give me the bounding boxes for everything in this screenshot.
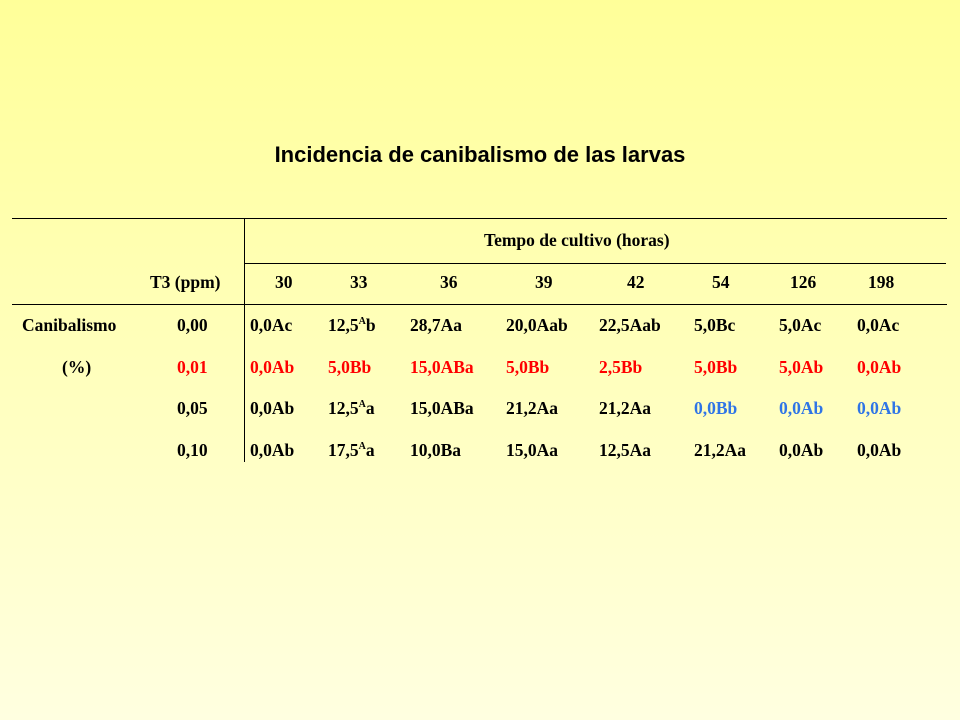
column-divider	[244, 218, 245, 462]
table-cell: 5,0Ac	[779, 315, 822, 335]
column-header-54: 54	[712, 272, 730, 292]
table-cell: 21,2Aa	[506, 398, 559, 418]
table-cell: 0,0Ac	[857, 315, 900, 335]
table-cell: 0,0Ab	[857, 440, 902, 460]
table-cell: 28,7Aa	[410, 315, 463, 335]
table-cell: 15,0ABa	[410, 398, 474, 418]
table-cell: 12,5Aa	[599, 440, 652, 460]
t3-value: 0,00	[177, 315, 208, 335]
slide-title: Incidencia de canibalismo de las larvas	[274, 142, 686, 167]
table-cell: 5,0Bc	[694, 315, 736, 335]
table-cell: 22,5Aab	[599, 315, 661, 335]
table-cell: 0,0Ab	[779, 398, 824, 418]
column-header-198: 198	[868, 272, 895, 292]
table-cell: 0,0Ab	[779, 440, 824, 460]
column-header-39: 39	[535, 272, 553, 292]
table-cell: 0,0Bb	[694, 398, 738, 418]
table-cell: 15,0ABa	[410, 357, 474, 377]
t3-value: 0,05	[177, 398, 208, 418]
t3-value: 0,01	[177, 357, 208, 377]
table-cell: 20,0Aab	[506, 315, 568, 335]
variable-unit: (%)	[62, 357, 92, 377]
table-cell: 0,0Ab	[857, 357, 902, 377]
table-cell: 0,0Ac	[250, 315, 293, 335]
table-cell: 0,0Ab	[857, 398, 902, 418]
column-header-30: 30	[275, 272, 293, 292]
column-header-33: 33	[350, 272, 368, 292]
header-bottom-rule	[12, 304, 947, 305]
table-cell: 5,0Bb	[694, 357, 738, 377]
superscript-letter: A	[358, 316, 366, 327]
superscript-letter: A	[358, 441, 366, 452]
column-header-36: 36	[440, 272, 458, 292]
table-cell: 21,2Aa	[599, 398, 652, 418]
table-cell: 5,0Ab	[779, 357, 824, 377]
table-cell: 0,0Ab	[250, 357, 295, 377]
column-header-126: 126	[790, 272, 817, 292]
table-cell: 0,0Ab	[250, 398, 295, 418]
table-cell: 17,5Aa	[328, 440, 375, 460]
table-cell: 5,0Bb	[506, 357, 550, 377]
table-cell: 5,0Bb	[328, 357, 372, 377]
group-header: Tempo de cultivo (horas)	[484, 230, 670, 250]
table-cell: 2,5Bb	[599, 357, 643, 377]
table-cell: 0,0Ab	[250, 440, 295, 460]
t3-value: 0,10	[177, 440, 208, 460]
column-header-42: 42	[627, 272, 645, 292]
t3-header: T3 (ppm)	[150, 272, 221, 292]
group-header-rule	[244, 263, 946, 264]
variable-label: Canibalismo	[22, 315, 117, 335]
table-cell: 12,5Ab	[328, 315, 376, 335]
table-cell: 21,2Aa	[694, 440, 747, 460]
table-cell: 12,5Aa	[328, 398, 375, 418]
superscript-letter: A	[358, 399, 366, 410]
table-cell: 10,0Ba	[410, 440, 462, 460]
table-cell: 15,0Aa	[506, 440, 559, 460]
table-top-rule	[12, 218, 947, 219]
